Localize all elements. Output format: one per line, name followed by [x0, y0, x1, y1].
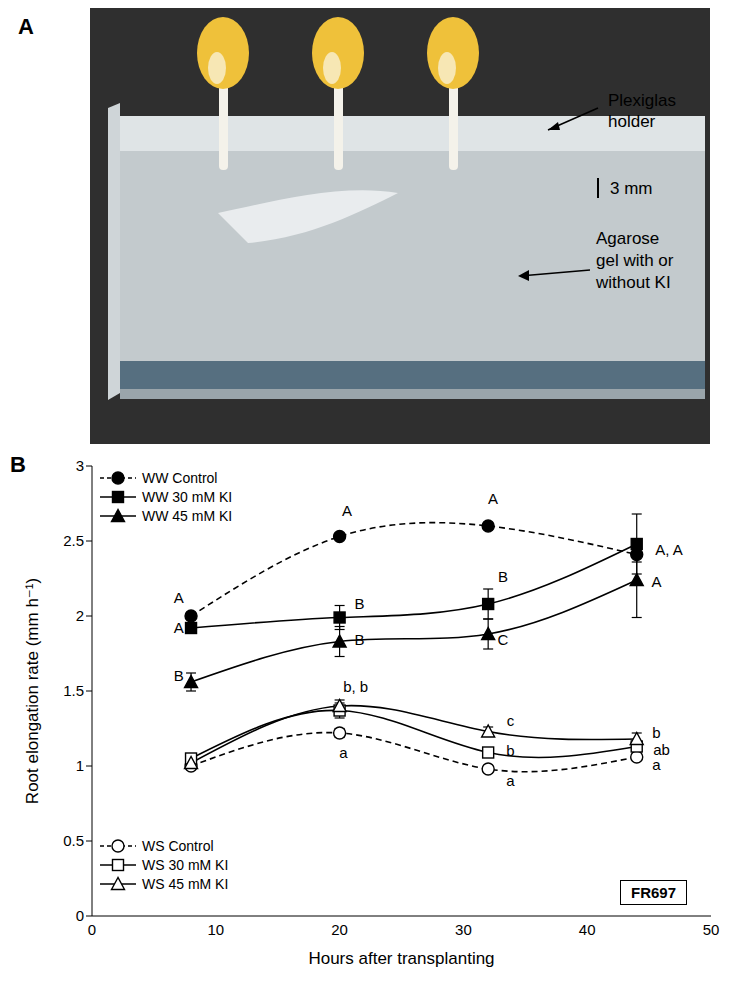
svg-text:3 mm: 3 mm: [610, 179, 653, 198]
html-text:FR697: FR697: [631, 884, 676, 901]
svg-text:A: A: [174, 619, 184, 636]
svg-text:20: 20: [331, 921, 348, 938]
svg-text:2.5: 2.5: [63, 532, 84, 549]
svg-text:50: 50: [703, 921, 720, 938]
svg-text:1.5: 1.5: [63, 682, 84, 699]
html-text:WW 30 mM KI: WW 30 mM KI: [142, 488, 233, 505]
svg-text:A: A: [652, 573, 662, 590]
html-text:WS 45 mM KI: WS 45 mM KI: [142, 875, 229, 892]
html-text:WW Control: WW Control: [142, 469, 218, 486]
svg-text:A, A: A, A: [655, 541, 683, 558]
svg-text:B: B: [354, 595, 364, 612]
html-text:B: B: [10, 452, 26, 477]
svg-text:b: b: [652, 724, 660, 741]
svg-text:40: 40: [579, 921, 596, 938]
svg-text:Agarosegel with orwithout KI: Agarosegel with orwithout KI: [595, 229, 674, 292]
svg-text:a: a: [652, 756, 661, 773]
svg-text:a: a: [506, 772, 515, 789]
svg-text:c: c: [507, 712, 515, 729]
svg-text:A: A: [488, 490, 498, 507]
svg-text:Root elongation rate (mm h⁻¹): Root elongation rate (mm h⁻¹): [23, 578, 42, 804]
svg-text:3: 3: [76, 457, 84, 474]
svg-text:ab: ab: [653, 740, 670, 758]
html-text:WS Control: WS Control: [142, 837, 214, 854]
svg-text:A: A: [342, 502, 352, 519]
svg-text:B: B: [174, 667, 184, 684]
svg-text:B: B: [498, 568, 508, 585]
svg-text:A: A: [18, 14, 34, 39]
svg-text:2: 2: [76, 607, 84, 624]
svg-text:b, b: b, b: [343, 678, 368, 695]
svg-text:0: 0: [76, 907, 84, 924]
html-text:WW 45 mM KI: WW 45 mM KI: [142, 507, 233, 524]
svg-text:0: 0: [88, 921, 96, 938]
html-text:WS 30 mM KI: WS 30 mM KI: [142, 856, 229, 873]
svg-text:A: A: [174, 589, 184, 606]
svg-text:B: B: [354, 631, 364, 648]
svg-text:10: 10: [207, 921, 224, 938]
svg-text:Hours after transplanting: Hours after transplanting: [308, 949, 494, 968]
svg-text:1: 1: [76, 757, 84, 774]
svg-text:a: a: [339, 744, 348, 761]
svg-text:b: b: [506, 742, 514, 759]
svg-text:0.5: 0.5: [63, 832, 84, 849]
svg-text:Plexiglasholder: Plexiglasholder: [608, 91, 676, 131]
svg-text:30: 30: [455, 921, 472, 938]
svg-text:C: C: [498, 631, 509, 648]
